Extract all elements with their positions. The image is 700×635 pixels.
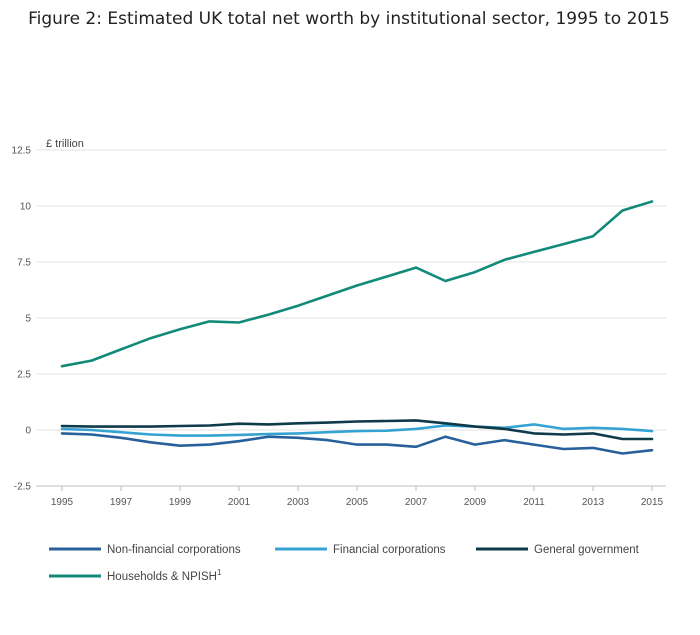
legend-label-text: General government <box>534 544 640 556</box>
x-tick-label: 2013 <box>582 497 605 508</box>
legend-label-financial-corporations: Financial corporations <box>333 544 446 556</box>
x-tick-label: 1997 <box>110 497 133 508</box>
x-tick-label: 1995 <box>51 497 74 508</box>
y-tick-label: 2.5 <box>17 370 31 381</box>
x-tick-label: 1999 <box>169 497 192 508</box>
axes: 12.5 10 7.5 5 2.5 0 -2.5 1995 1997 1999 2001 2003 20… <box>12 146 666 508</box>
series-line-financial-corporations <box>60 423 654 437</box>
y-tick-label: 0 <box>25 426 31 437</box>
legend-footnote-marker: 1 <box>217 568 222 577</box>
series-line-households-npish <box>60 200 654 368</box>
x-tick-label: 2015 <box>641 497 664 508</box>
series-line-general-government <box>60 419 654 441</box>
legend-label-non-financial-corporations: Non-financial corporations <box>107 544 241 556</box>
y-tick-label: 7.5 <box>17 258 31 269</box>
legend-label-text: Financial corporations <box>333 544 446 556</box>
y-axis-unit-label: £ trillion <box>46 138 84 150</box>
legend-label-text: Households & NPISH <box>107 571 217 583</box>
legend-label-general-government: General government <box>534 544 640 556</box>
y-tick-label: 12.5 <box>12 146 32 157</box>
legend-label-text: Non-financial corporations <box>107 544 241 556</box>
x-tick-label: 2007 <box>405 497 428 508</box>
x-tick-label: 2005 <box>346 497 369 508</box>
x-tick-label: 2009 <box>464 497 487 508</box>
y-tick-label: 10 <box>20 202 32 213</box>
legend-label-households-npish: Households & NPISH1 <box>107 568 222 583</box>
y-tick-label: 5 <box>25 314 31 325</box>
x-tick-label: 2003 <box>287 497 310 508</box>
gridlines <box>36 149 666 487</box>
x-tick-label: 2001 <box>228 497 251 508</box>
series-lines <box>60 200 654 455</box>
x-tick-label: 2011 <box>523 497 545 508</box>
legend: Non-financial corporations Financial corp… <box>49 544 640 583</box>
chart-title: Figure 2: Estimated UK total net worth b… <box>28 9 670 29</box>
y-tick-label: -2.5 <box>14 482 32 493</box>
series-line-non-financial-corporations <box>60 432 654 455</box>
